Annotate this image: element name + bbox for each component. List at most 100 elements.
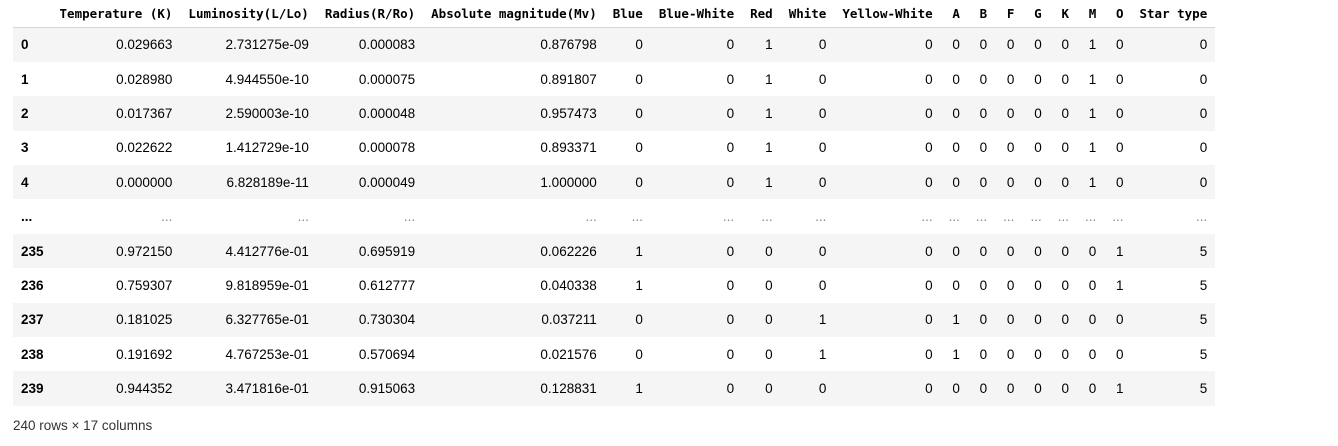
table-cell: 1 [1088, 37, 1097, 53]
table-cell: ... [1030, 209, 1042, 225]
table-cell: 1 [1088, 174, 1097, 190]
table-cell: 0 [925, 37, 933, 53]
table-cell: 0.062226 [540, 243, 597, 259]
table-cell: 1 [952, 346, 960, 362]
table-cell: 0.181025 [116, 312, 173, 328]
table-cell: 0 [979, 381, 988, 397]
row-index: 236 [21, 277, 44, 293]
table-cell: 0 [979, 346, 988, 362]
column-header: B [967, 0, 996, 28]
table-cell: 0 [1061, 140, 1069, 156]
table-cell: 0 [979, 37, 988, 53]
table-cell: 0 [1061, 346, 1069, 362]
table-cell: 5 [1199, 381, 1208, 397]
table-cell: 0 [1006, 312, 1015, 328]
table-cell: 0.017367 [116, 105, 173, 121]
column-header: K [1049, 0, 1077, 28]
table-cell: 0.915063 [358, 381, 416, 397]
table-cell: 0.021576 [540, 346, 597, 362]
column-header: White [780, 0, 835, 28]
column-header: F [995, 0, 1023, 28]
table-cell: 0 [765, 277, 773, 293]
table-cell: ... [161, 209, 173, 225]
table-cell: 0 [1034, 140, 1042, 156]
table-cell: ... [1003, 209, 1015, 225]
table-cell: 0.037211 [541, 312, 597, 328]
table-cell: 0 [818, 71, 827, 87]
table-cell: 0 [925, 174, 933, 190]
table-cell: 0.891807 [540, 71, 597, 87]
table-cell: 9.818959e-01 [225, 277, 309, 293]
table-row: 0 0.029663 2.731275e-09 0.000083 0.876798 0 0 1… [13, 27, 1216, 62]
table-cell: 5 [1199, 243, 1208, 259]
table-cell: 0.730304 [358, 312, 416, 328]
table-cell: 0.191692 [116, 346, 173, 362]
table-cell: 0 [635, 174, 643, 190]
table-cell: 0.570694 [358, 346, 416, 362]
table-cell: 0 [1006, 277, 1015, 293]
table-cell: 0 [1199, 71, 1208, 87]
table-cell: 0 [979, 140, 988, 156]
table-cell: 0 [818, 140, 827, 156]
table-cell: 0 [925, 71, 933, 87]
table-cell: 0 [1061, 381, 1069, 397]
table-cell: 0 [726, 140, 735, 156]
table-cell: 1 [635, 243, 643, 259]
table-cell: 0 [952, 243, 960, 259]
row-index: 237 [21, 312, 44, 328]
table-cell: 0 [1061, 37, 1069, 53]
table-cell: 0 [726, 71, 735, 87]
table-cell: 1 [1088, 105, 1097, 121]
table-cell: 4.944550e-10 [225, 71, 309, 87]
table-cell: 1 [1088, 71, 1097, 87]
table-cell: 0 [1115, 71, 1124, 87]
table-cell: 0 [979, 71, 988, 87]
table-cell: 0.893371 [540, 140, 597, 156]
table-cell: 1 [765, 37, 773, 53]
table-cell: 0 [1006, 174, 1015, 190]
table-cell: 0.000049 [358, 174, 416, 190]
table-cell: 0 [1006, 243, 1015, 259]
table-cell: 0 [818, 243, 827, 259]
table-cell: ... [722, 209, 735, 225]
table-cell: ... [1057, 209, 1069, 225]
table-row: 237 0.181025 6.327765e-01 0.730304 0.037211 0… [13, 302, 1216, 338]
table-cell: 0 [1061, 243, 1069, 259]
table-cell: 0 [726, 381, 735, 397]
table-cell: 0.612777 [358, 277, 416, 293]
table-cell: ... [585, 209, 597, 225]
row-index: 1 [21, 71, 29, 87]
table-cell: ... [1112, 209, 1124, 225]
table-cell: 0.029663 [116, 37, 173, 53]
table-cell: 0 [818, 105, 827, 121]
table-cell: 1.412729e-10 [225, 140, 309, 156]
table-cell: 0 [726, 37, 735, 53]
table-cell: 0 [925, 243, 933, 259]
column-header: O [1104, 0, 1132, 28]
table-row: 3 0.022622 1.412729e-10 0.000078 0.893371 0 0 1… [13, 130, 1216, 166]
table-cell: 0 [1006, 346, 1015, 362]
table-cell: 0 [1006, 71, 1015, 87]
table-cell: 0 [765, 346, 773, 362]
table-cell: 0 [1115, 312, 1124, 328]
table-cell: 4.767253e-01 [225, 346, 309, 362]
table-cell: 1.000000 [540, 174, 597, 190]
column-header: Red [742, 0, 781, 28]
table-cell: 0 [635, 37, 643, 53]
table-cell: 0 [979, 277, 988, 293]
table-cell: ... [815, 209, 827, 225]
table-cell: 0 [726, 243, 735, 259]
table-cell: 0.876798 [540, 37, 597, 53]
dataframe-table: Temperature (K) Luminosity(L/Lo) Radius(R/… [13, 0, 1216, 406]
table-header: Temperature (K) Luminosity(L/Lo) Radius(R/… [13, 0, 1216, 28]
table-cell: 0 [1034, 71, 1042, 87]
table-cell: 1 [635, 277, 643, 293]
table-cell: 0 [979, 174, 988, 190]
column-header: Blue [604, 0, 651, 28]
table-body: 0 0.029663 2.731275e-09 0.000083 0.876798 0 0 1… [13, 27, 1216, 406]
table-cell: 0 [1006, 37, 1015, 53]
table-cell: 0 [635, 105, 643, 121]
table-cell: 0 [952, 381, 960, 397]
table-cell: 0 [1199, 140, 1208, 156]
column-header: Absolute magnitude(Mv) [423, 0, 605, 28]
